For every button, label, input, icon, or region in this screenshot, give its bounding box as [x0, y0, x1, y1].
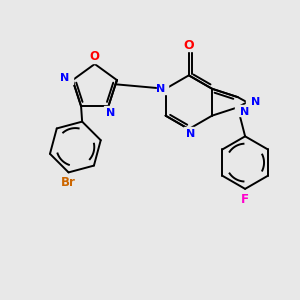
Text: Br: Br	[61, 176, 76, 189]
Bar	[104, 106, 116, 117]
Bar	[184, 127, 194, 137]
Text: N: N	[60, 73, 69, 83]
Bar	[184, 40, 194, 51]
Text: N: N	[155, 84, 165, 94]
Bar	[89, 52, 101, 63]
Bar	[246, 97, 257, 107]
Text: N: N	[251, 97, 260, 107]
Bar	[61, 74, 73, 84]
Text: O: O	[90, 50, 100, 63]
Text: F: F	[241, 193, 249, 206]
Text: N: N	[240, 107, 249, 117]
Bar	[235, 105, 247, 116]
Text: N: N	[186, 130, 195, 140]
Text: N: N	[106, 108, 116, 118]
Text: O: O	[184, 39, 194, 52]
Bar	[60, 175, 77, 185]
Bar	[240, 191, 250, 202]
Bar	[157, 84, 168, 94]
